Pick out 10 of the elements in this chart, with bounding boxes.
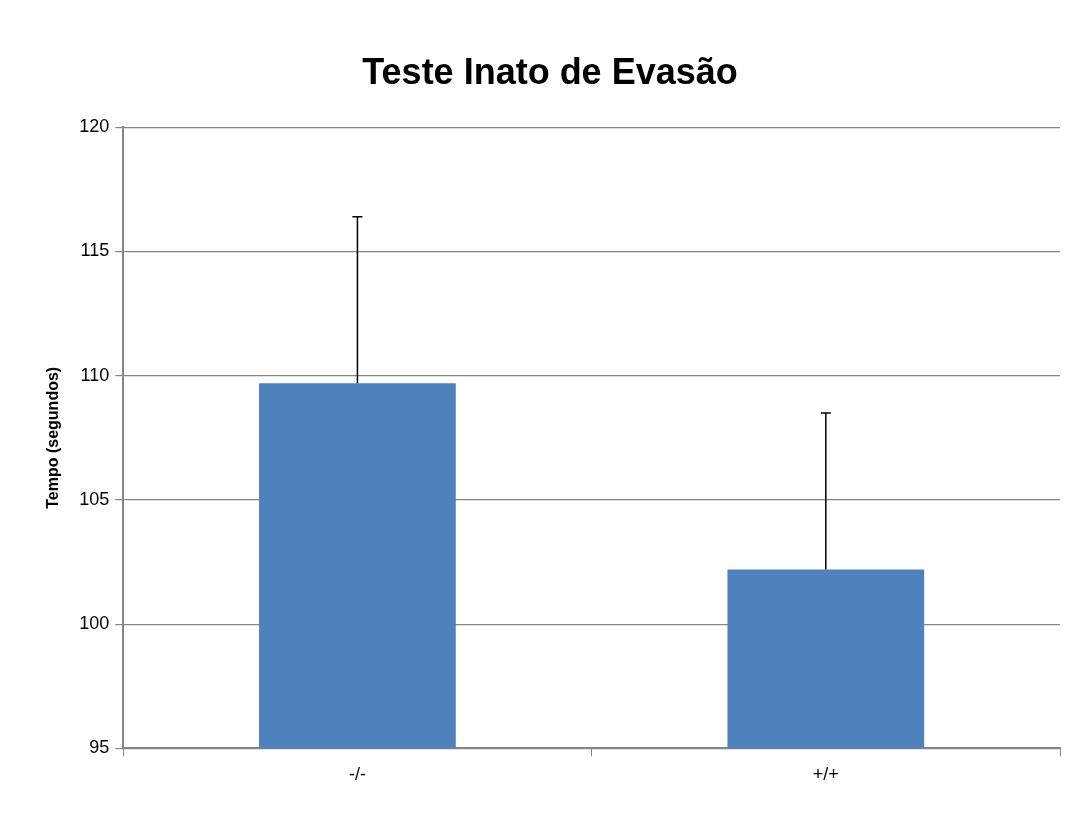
y-tick-label: 95 [89,737,110,758]
y-tick-label: 105 [79,488,110,509]
y-tick-label: 110 [80,364,110,385]
chart-title: Teste Inato de Evasão [362,50,738,92]
y-tick-label: 115 [80,240,110,261]
x-tick-label: +/+ [812,764,839,785]
y-tick-label: 120 [79,116,110,137]
y-axis-title: Tempo (segundos) [44,366,62,509]
x-tick-label: -/- [348,764,366,785]
y-tick-label: 100 [79,613,110,634]
